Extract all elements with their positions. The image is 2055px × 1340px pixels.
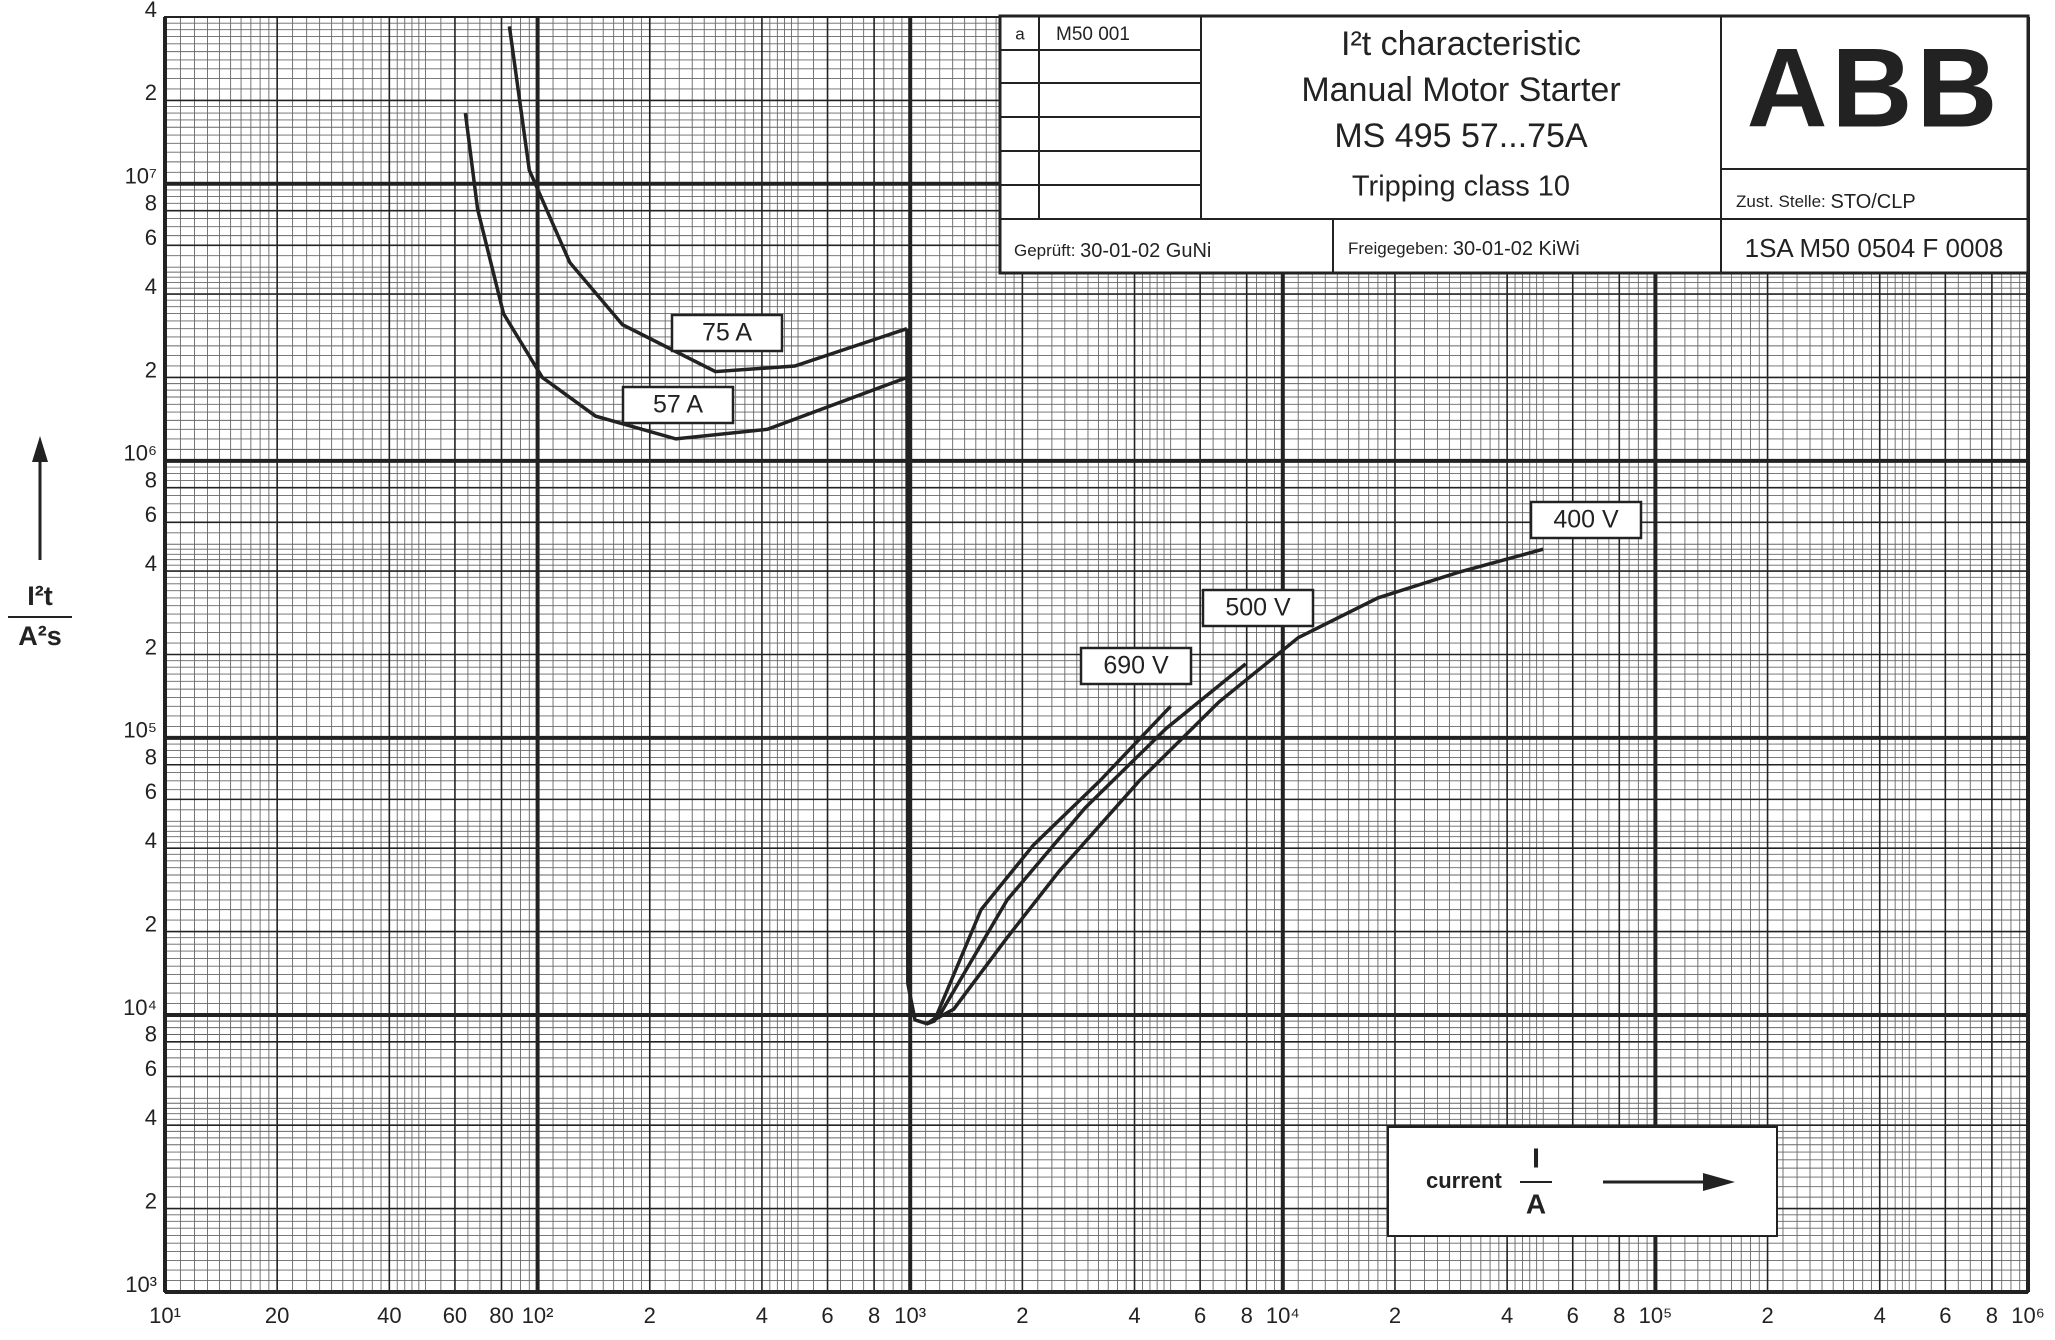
tick-labels: 10¹ 20 40 60 80 10² 2 4 6 8 10³ 2 4 6 8 10⁴ 2 4 6 8 10⁵ 2 4 6 8 1… <box>123 0 2045 1328</box>
curves: 75 A 57 A 400 V 500 V 690 V <box>164 16 2029 1293</box>
y-tick-label: 10⁶ <box>123 441 157 466</box>
y-tick-label: 4 <box>145 0 157 22</box>
field-label: Zust. Stelle: <box>1736 192 1826 211</box>
series-label: 57 A <box>653 391 703 419</box>
y-tick-label: 2 <box>145 911 157 936</box>
x-tick-label: 10⁵ <box>1639 1303 1673 1328</box>
x-tick-label: 8 <box>868 1303 880 1328</box>
x-tick-label: 4 <box>1128 1303 1140 1328</box>
series-label: 500 V <box>1225 594 1291 622</box>
title-block: a M50 001 I²t characteristic Manual Moto… <box>998 14 2030 275</box>
y-label-numerator: I²t <box>27 581 52 611</box>
field-value: STO/CLP <box>1831 191 1916 213</box>
y-tick-label: 4 <box>145 551 157 576</box>
logo: ABB <box>1747 26 2002 151</box>
x-label-text: current <box>1426 1168 1502 1193</box>
title-line: Manual Motor Starter <box>1301 71 1620 109</box>
series-label-box <box>1201 588 1315 628</box>
field-label: Freigegeben: <box>1348 239 1448 258</box>
y-tick-label: 8 <box>145 1022 157 1047</box>
title-block-frame <box>998 14 2030 275</box>
y-tick-label: 2 <box>145 634 157 659</box>
y-tick-label: 10⁴ <box>123 995 157 1020</box>
y-tick-label: 2 <box>145 357 157 382</box>
x-tick-label: 60 <box>443 1303 467 1328</box>
series-label-box <box>1529 500 1643 540</box>
series-label-box <box>1079 646 1193 686</box>
field-value: 30-01-02 KiWi <box>1453 238 1580 260</box>
x-tick-label: 2 <box>644 1303 656 1328</box>
x-tick-label: 10³ <box>894 1303 926 1328</box>
y-tick-label: 4 <box>145 828 157 853</box>
curve <box>507 26 908 374</box>
revision: a <box>1015 24 1025 43</box>
curve <box>905 328 1544 1026</box>
x-tick-label: 6 <box>821 1303 833 1328</box>
y-tick-label: 10⁷ <box>125 164 157 189</box>
series-label-box <box>621 385 735 425</box>
arrow-head <box>1703 1173 1735 1191</box>
y-tick-label: 8 <box>145 745 157 770</box>
y-tick-label: 10³ <box>125 1272 157 1297</box>
x-tick-label: 2 <box>1761 1303 1773 1328</box>
x-label-denominator: A <box>1526 1188 1546 1219</box>
y-tick-label: 6 <box>145 225 157 250</box>
x-tick-label: 10² <box>522 1303 554 1328</box>
x-tick-label: 40 <box>377 1303 401 1328</box>
x-tick-label: 6 <box>1567 1303 1579 1328</box>
x-tick-label: 2 <box>1389 1303 1401 1328</box>
title-line: MS 495 57...75A <box>1334 117 1588 155</box>
x-tick-label: 8 <box>1613 1303 1625 1328</box>
y-tick-label: 10⁵ <box>123 718 157 743</box>
x-tick-label: 8 <box>1986 1303 1998 1328</box>
x-tick-label: 10¹ <box>149 1303 181 1328</box>
series-label: 75 A <box>702 319 752 347</box>
y-tick-label: 6 <box>145 1056 157 1081</box>
arrow-head <box>32 436 48 462</box>
x-axis-label: current I A <box>1387 1126 1778 1237</box>
x-tick-label: 4 <box>1501 1303 1513 1328</box>
y-tick-label: 8 <box>145 190 157 215</box>
y-tick-label: 8 <box>145 468 157 493</box>
y-tick-label: 2 <box>145 80 157 105</box>
checked: Geprüft: 30-01-02 GuNi <box>1014 240 1211 262</box>
x-tick-label: 80 <box>489 1303 513 1328</box>
y-tick-label: 2 <box>145 1188 157 1213</box>
y-tick-label: 6 <box>145 779 157 804</box>
y-tick-label: 4 <box>145 274 157 299</box>
subtitle: Tripping class 10 <box>1352 171 1570 203</box>
y-tick-label: 4 <box>145 1105 157 1130</box>
curve <box>463 112 908 441</box>
title-line: I²t characteristic <box>1341 25 1581 63</box>
field-value: 30-01-02 GuNi <box>1080 240 1211 262</box>
series-label-box <box>670 313 784 353</box>
y-axis-label: I²t A²s <box>8 436 72 651</box>
released: Freigegeben: 30-01-02 KiWi <box>1348 238 1580 260</box>
x-tick-label: 10⁶ <box>2011 1303 2045 1328</box>
y-tick-label: 6 <box>145 502 157 527</box>
x-tick-label: 6 <box>1939 1303 1951 1328</box>
x-tick-label: 6 <box>1194 1303 1206 1328</box>
curve <box>926 662 1247 1026</box>
y-label-denominator: A²s <box>18 621 62 651</box>
x-tick-label: 4 <box>756 1303 768 1328</box>
curve <box>926 705 1172 1026</box>
drawing-ref: M50 001 <box>1056 24 1130 45</box>
x-tick-label: 2 <box>1016 1303 1028 1328</box>
x-tick-label: 10⁴ <box>1266 1303 1300 1328</box>
x-label-numerator: I <box>1532 1142 1540 1173</box>
x-tick-label: 8 <box>1241 1303 1253 1328</box>
series-label: 400 V <box>1553 506 1619 534</box>
x-tick-label: 4 <box>1874 1303 1886 1328</box>
series-label: 690 V <box>1103 652 1169 680</box>
responsible: Zust. Stelle: STO/CLP <box>1736 191 1916 213</box>
document-number: 1SA M50 0504 F 0008 <box>1745 233 2004 263</box>
field-label: Geprüft: <box>1014 241 1075 260</box>
x-tick-label: 20 <box>265 1303 289 1328</box>
